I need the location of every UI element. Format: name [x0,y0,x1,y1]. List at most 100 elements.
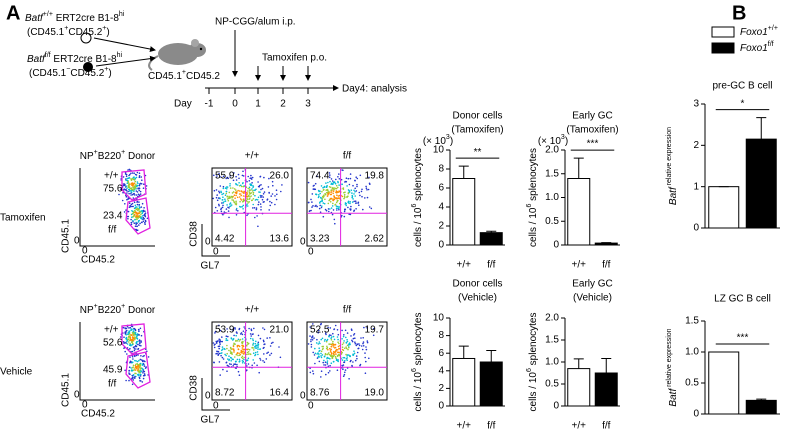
cell-dot [338,173,340,175]
cell-dot [235,214,238,216]
cell-dot [254,351,257,354]
cell-dot [237,348,240,351]
cell-dot [229,185,231,187]
cell-dot [242,330,245,333]
cell-dot [236,345,239,348]
cell-dot [229,203,231,205]
cell-dot [240,194,242,197]
plot-title: f/f [343,305,352,316]
cell-dot [255,345,257,347]
label: (× 103) [423,134,453,146]
cell-dot [143,214,145,217]
donor-symbol [83,62,93,72]
cell-dot [359,364,361,367]
cell-dot [139,362,142,365]
cell-dot [138,370,141,373]
chart-title: (Vehicle) [573,293,612,304]
cell-dot [247,357,250,360]
cell-dot [139,342,141,345]
cell-dot [332,344,335,346]
cell-dot [314,362,316,365]
cell-dot [238,374,241,377]
text-segment: CD45.2 [68,27,102,38]
cell-dot [214,330,217,333]
cell-dot [248,186,251,189]
cell-dot [223,211,226,213]
cell-dot [260,209,262,211]
text-segment: hi [117,52,123,59]
cell-dot [222,196,224,198]
cell-dot [263,191,266,193]
treatment: Tamoxifen p.o. [262,53,327,64]
cell-dot [229,350,232,352]
cell-dot [325,191,328,194]
cell-dot [255,188,257,191]
cell-dot [234,343,236,346]
cell-dot [316,175,318,177]
cell-dot [327,371,330,374]
cell-dot [330,191,332,193]
cell-dot [361,188,363,191]
cell-dot [238,361,241,363]
gate [121,169,147,201]
cell-dot [144,219,147,222]
cell-dot [333,188,335,191]
cell-dot [341,343,344,346]
cell-dot [249,196,251,198]
y-tick-label: 1.0 [685,347,699,358]
cell-dot [312,372,315,375]
cell-dot [141,202,144,205]
cell-dot [219,185,222,187]
cell-dot [343,373,346,376]
cell-dot [251,346,254,349]
text-segment: ) [565,136,568,147]
cell-dot [341,364,343,367]
label: (CD45.1−CD45.2+) [29,66,112,78]
cell-dot [139,183,141,185]
y-tick-label: 1.0 [545,357,559,368]
cell-dot [348,342,351,344]
cell-dot [251,190,254,192]
axis-label: GL7 [201,261,220,272]
cell-dot [133,188,136,190]
quadrant-percent: 2.62 [365,234,385,245]
cell-dot [136,171,139,174]
cell-dot [224,198,226,200]
gate-percent: 75.6 [103,184,123,195]
plot-frame [211,167,293,247]
cell-dot [322,361,325,364]
gate [125,197,151,235]
cell-dot [130,329,133,331]
cell-dot [236,332,238,334]
cell-dot [317,343,320,345]
cell-dot [216,350,218,353]
cell-dot [351,340,354,343]
cell-dot [241,338,244,340]
cell-dot [254,353,257,356]
y-tick-label: 0.5 [545,379,559,390]
cell-dot [252,198,255,200]
cell-dot [318,355,320,358]
cell-dot [243,326,245,328]
chart-title: (Tamoxifen) [451,125,503,136]
cell-dot [143,370,146,373]
cell-dot [312,205,314,207]
cell-dot [129,187,131,190]
cell-dot [274,203,276,206]
cell-dot [128,370,130,372]
cell-dot [130,218,132,221]
cell-dot [256,364,258,367]
cell-dot [140,176,143,178]
cell-dot [319,202,321,204]
cell-dot [352,198,354,200]
cell-dot [332,332,334,335]
cell-dot [353,210,355,212]
cell-dot [135,333,137,336]
cell-dot [230,204,233,206]
cell-dot [323,194,325,197]
cell-dot [125,185,128,187]
cell-dot [236,358,239,361]
plot-frame [211,321,293,401]
donor-symbol [80,32,92,44]
cell-dot [366,327,368,329]
